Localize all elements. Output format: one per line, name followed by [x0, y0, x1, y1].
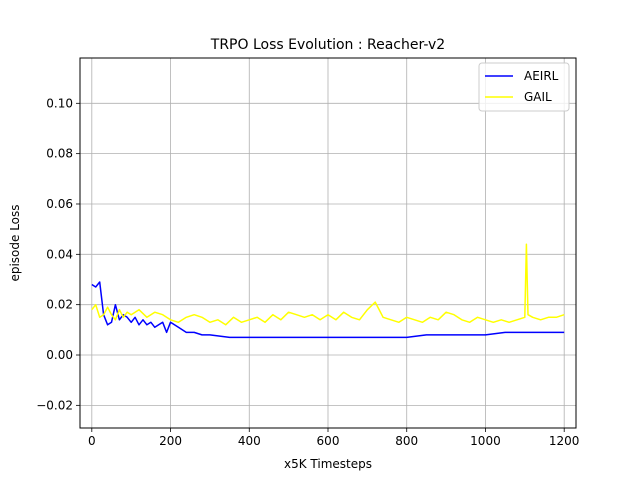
x-tick-label: 200: [159, 434, 182, 448]
legend-label-gail: GAIL: [524, 90, 552, 104]
y-tick-label: 0.02: [46, 298, 73, 312]
y-tick-label: 0.00: [46, 348, 73, 362]
x-tick-label: 1000: [470, 434, 501, 448]
y-axis: −0.02 0.00 0.02 0.04 0.06 0.08 0.10: [36, 96, 80, 412]
series-lines: [91, 243, 565, 339]
x-tick-label: 800: [395, 434, 418, 448]
x-tick-label: 400: [238, 434, 261, 448]
x-axis: 0 200 400 600 800 1000 1200: [88, 428, 579, 448]
legend-box: [478, 62, 570, 112]
legend: AEIRL GAIL: [478, 62, 570, 112]
y-tick-label: 0.08: [46, 147, 73, 161]
x-tick-label: 1200: [549, 434, 580, 448]
legend-label-aeirl: AEIRL: [524, 69, 559, 83]
y-tick-label: 0.10: [46, 96, 73, 110]
x-tick-label: 600: [317, 434, 340, 448]
chart-title: TRPO Loss Evolution : Reacher-v2: [210, 37, 445, 53]
grid-lines: [80, 58, 576, 428]
y-axis-label: episode Loss: [8, 204, 22, 281]
series-line-aeirl: [91, 281, 565, 339]
y-tick-label: −0.02: [36, 398, 73, 412]
series-line-gail: [91, 243, 565, 326]
x-tick-label: 0: [88, 434, 96, 448]
y-tick-label: 0.04: [46, 247, 73, 261]
y-tick-label: 0.06: [46, 197, 73, 211]
x-axis-label: x5K Timesteps: [284, 457, 372, 471]
